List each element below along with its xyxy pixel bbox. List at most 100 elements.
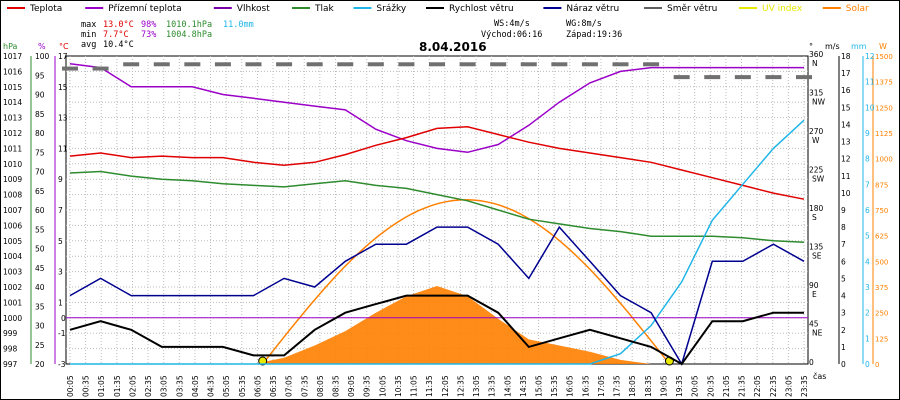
w-tick: 875 [875,181,888,189]
wind-dir-mark [367,62,384,67]
hpa-tick: 1013 [3,114,22,123]
mm-tick: 4 [865,257,870,266]
ms-tick: 15 [841,103,851,112]
wind-dir-mark [398,62,415,67]
time-tick: 09:35 [363,375,372,397]
pct-tick: 60 [35,206,45,215]
legend-label: Náraz větru [566,4,619,14]
time-tick: 22:35 [769,375,778,397]
time-tick: 16:05 [566,375,575,397]
wind-speed-line [69,294,804,366]
time-tick: 15:05 [535,375,544,397]
time-tick: 14:05 [503,375,512,397]
x-axis-label: čas [813,371,826,381]
wind-dir-mark [337,62,354,67]
w-tick: 1250 [875,104,893,112]
c-tick: 9 [58,175,63,184]
c-tick: 11 [58,144,68,153]
ms-tick: 18 [841,52,851,61]
ms-tick: 1 [841,343,846,352]
time-tick: 19:05 [659,375,668,397]
w-tick: 1000 [875,156,893,164]
mm-unit: mm [851,42,867,51]
c-tick: 7 [58,206,63,215]
deg-tick: 180 [809,204,824,213]
time-tick: 08:35 [331,375,340,397]
time-tick: 23:35 [800,375,809,397]
c-tick: 1 [58,298,63,307]
time-tick: 20:35 [706,375,715,397]
pct-tick: 65 [35,187,45,196]
hpa-tick: 1011 [3,144,22,153]
hpa-tick: 1008 [3,191,22,200]
w-tick: 250 [875,310,888,318]
solar-area [70,286,804,364]
c-tick: -3 [58,360,66,369]
time-tick: 04:35 [207,375,216,397]
w-tick: 750 [875,207,888,215]
hpa-tick: 1014 [3,98,22,107]
hpa-tick: 1007 [3,206,22,215]
time-tick: 07:05 [285,375,294,397]
time-tick: 02:35 [144,375,153,397]
time-tick: 08:05 [316,375,325,397]
wind-dir-mark [673,75,690,80]
mm-tick: 7 [865,180,870,189]
hpa-tick: 998 [3,345,18,354]
wind-dir-mark [184,62,201,67]
time-tick: 21:05 [722,375,731,397]
ms-tick: 2 [841,326,846,335]
wind-dir-mark [490,62,507,67]
w-tick: 0 [875,361,879,369]
dir-tick: S [812,213,817,222]
time-tick: 01:05 [97,375,106,397]
pct-tick: 30 [35,322,45,331]
time-tick: 17:35 [613,375,622,397]
time-tick: 05:35 [238,375,247,397]
time-tick: 02:05 [128,375,137,397]
dir-tick: SE [812,252,822,261]
ms-tick: 4 [841,292,846,301]
time-tick: 21:35 [738,375,747,397]
time-tick: 20:05 [691,375,700,397]
pct-tick: 70 [35,168,45,177]
time-tick: 06:35 [269,375,278,397]
pct-tick: 35 [35,302,45,311]
wind-dir-mark [520,62,537,67]
dir-tick: E [812,290,817,299]
stat-humidity: 98% [141,20,156,30]
c-tick: 13 [58,114,68,123]
solar-theory-curve [262,198,670,365]
mm-tick: 11 [865,78,875,87]
humidity-line [69,62,804,154]
time-tick: 19:35 [675,375,684,397]
legend-label: Přízemní teplota [108,4,181,14]
ms-tick: 12 [841,155,851,164]
w-tick: 375 [875,284,888,292]
time-tick: 14:35 [519,375,528,397]
ms-tick: 5 [841,274,846,283]
time-tick: 01:35 [113,375,122,397]
wind-dir-mark [551,62,568,67]
ms-tick: 17 [841,69,851,78]
legend-label: Směr větru [667,4,717,14]
legend-label: Teplota [29,4,62,14]
time-tick: 11:05 [410,375,419,397]
ms-tick: 16 [841,86,851,95]
pct-tick: 55 [35,225,45,234]
hpa-tick: 1017 [3,52,22,61]
pct-tick: 20 [35,360,45,369]
hpa-tick: 1001 [3,298,22,307]
hpa-tick: 1003 [3,268,22,277]
mm-tick: 8 [865,155,870,164]
stat-temp: 10.4°C [103,40,134,50]
pct-tick: 45 [35,264,45,273]
wind-dir-mark [704,75,721,80]
time-tick: 07:35 [300,375,309,397]
legend-label: Rychlost větru [449,4,514,14]
hpa-tick: 999 [3,329,18,338]
stat-humidity: 73% [141,30,156,40]
mm-tick: 2 [865,309,870,318]
